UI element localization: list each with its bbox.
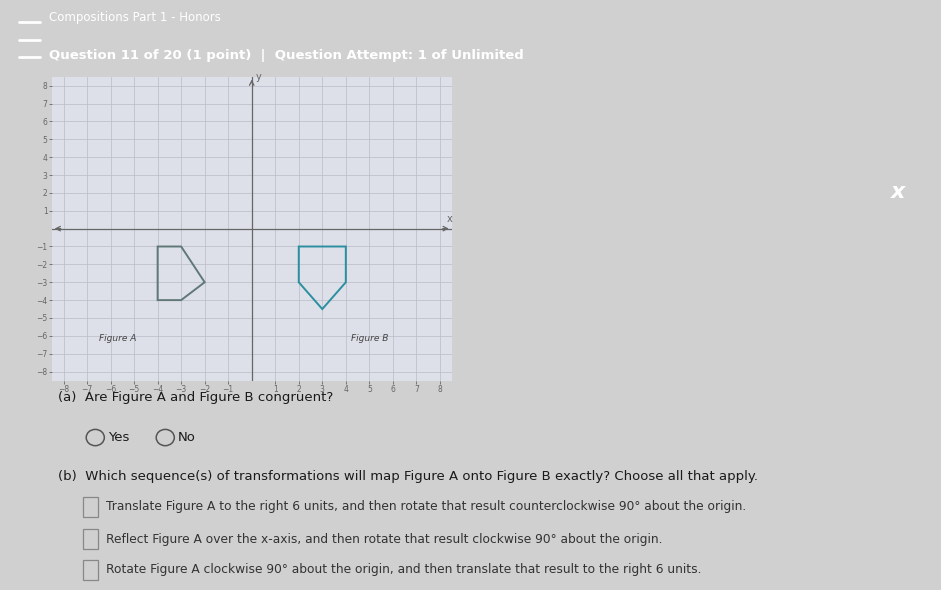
Text: x: x [447, 214, 453, 224]
Text: (a)  Are Figure A and Figure B congruent?: (a) Are Figure A and Figure B congruent? [58, 391, 333, 404]
Text: y: y [256, 72, 262, 82]
Text: Figure B: Figure B [350, 334, 388, 343]
Text: x: x [891, 182, 905, 202]
Text: Rotate Figure A clockwise 90° about the origin, and then translate that result t: Rotate Figure A clockwise 90° about the … [106, 563, 701, 576]
Text: No: No [178, 431, 196, 444]
Text: Translate Figure A to the right 6 units, and then rotate that result countercloc: Translate Figure A to the right 6 units,… [106, 500, 746, 513]
Text: Compositions Part 1 - Honors: Compositions Part 1 - Honors [49, 11, 221, 24]
Text: Reflect Figure A over the x-axis, and then rotate that result clockwise 90° abou: Reflect Figure A over the x-axis, and th… [106, 533, 662, 546]
Text: (b)  Which sequence(s) of transformations will map Figure A onto Figure B exactl: (b) Which sequence(s) of transformations… [58, 470, 758, 483]
Text: Yes: Yes [107, 431, 129, 444]
Text: Figure A: Figure A [99, 334, 136, 343]
Text: Question 11 of 20 (1 point)  |  Question Attempt: 1 of Unlimited: Question 11 of 20 (1 point) | Question A… [49, 49, 524, 63]
